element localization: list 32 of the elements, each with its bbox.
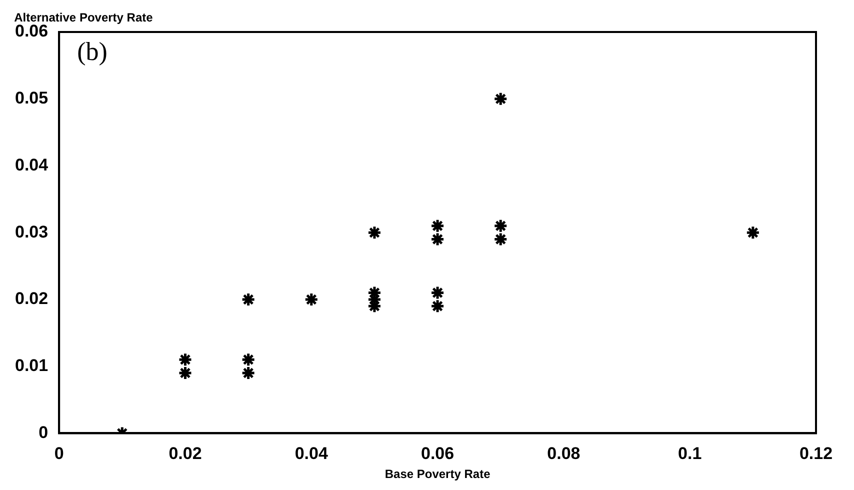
point <box>493 232 508 247</box>
point <box>178 352 192 367</box>
x-tick-label: 0.06 <box>420 444 454 464</box>
x-tick-label: 0.04 <box>294 444 328 464</box>
point <box>430 232 445 247</box>
y-tick-label: 0 <box>38 422 48 442</box>
y-tick-label: 0.02 <box>14 289 48 308</box>
y-tick-label: 0.06 <box>14 22 48 41</box>
point <box>430 218 445 234</box>
y-axis-title: Alternative Poverty Rate <box>14 10 154 24</box>
y-tick-label: 0.01 <box>14 356 48 376</box>
x-tick-label: 0.08 <box>547 444 580 464</box>
point <box>241 366 256 380</box>
point <box>241 352 256 367</box>
point <box>178 366 192 380</box>
x-tick-label: 0.12 <box>799 444 833 464</box>
point <box>430 298 445 314</box>
y-tick-label: 0.03 <box>14 222 48 242</box>
x-tick-label: 0.02 <box>168 444 202 464</box>
y-tick-label: 0.04 <box>14 155 49 174</box>
point <box>241 292 256 307</box>
point <box>430 286 445 300</box>
point <box>746 225 760 240</box>
x-axis-title: Base Poverty Rate <box>384 467 491 482</box>
point <box>304 292 319 307</box>
point <box>367 225 382 240</box>
x-tick-label: 0 <box>54 444 64 464</box>
point <box>493 218 508 234</box>
y-tick-label: 0.05 <box>14 88 48 108</box>
annotation: (b) <box>77 36 108 66</box>
point <box>493 92 508 106</box>
x-tick-label: 0.1 <box>678 444 702 464</box>
